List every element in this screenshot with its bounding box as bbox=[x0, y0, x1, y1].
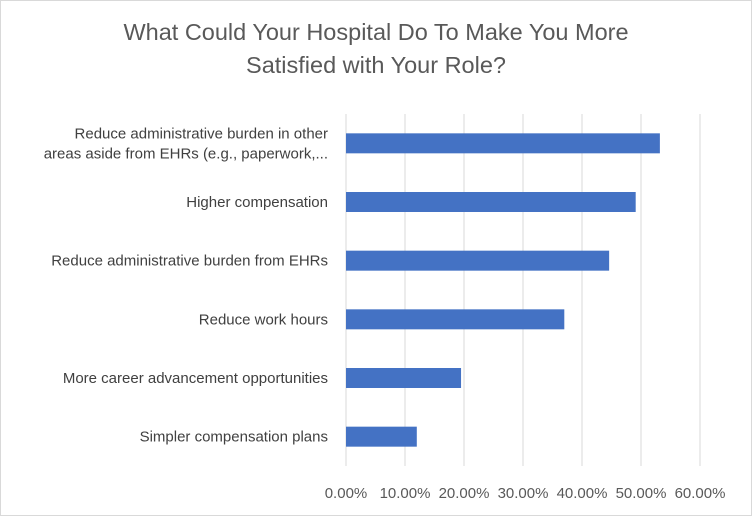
x-tick-label: 50.00% bbox=[616, 485, 667, 502]
category-label: Reduce administrative burden from EHRs bbox=[51, 253, 328, 270]
bar bbox=[346, 250, 610, 271]
category-label-line: Reduce work hours bbox=[199, 311, 328, 328]
category-label: Simpler compensation plans bbox=[140, 429, 328, 446]
chart-title-line-2: Satisfied with Your Role? bbox=[246, 52, 506, 78]
category-label-line: Higher compensation bbox=[186, 194, 328, 211]
category-label: Reduce administrative burden in other are… bbox=[44, 125, 328, 162]
category-label-line: More career advancement opportunities bbox=[63, 370, 328, 387]
category-label: More career advancement opportunities bbox=[63, 370, 328, 387]
category-label-line: Reduce administrative burden in other bbox=[75, 125, 328, 142]
x-tick-label: 60.00% bbox=[675, 485, 726, 502]
x-tick-labels: 0.00% 10.00% 20.00% 30.00% 40.00% 50.00% 60.00… bbox=[325, 485, 726, 502]
bar bbox=[346, 309, 565, 330]
category-label: Higher compensation bbox=[186, 194, 328, 211]
x-tick-label: 40.00% bbox=[557, 485, 608, 502]
bar bbox=[346, 426, 417, 447]
x-tick-label: 30.00% bbox=[498, 485, 549, 502]
x-tick-label: 10.00% bbox=[380, 485, 431, 502]
category-label-line: areas aside from EHRs (e.g., paperwork,.… bbox=[44, 145, 328, 162]
category-label-line: Simpler compensation plans bbox=[140, 429, 328, 446]
category-labels: Reduce administrative burden in other are… bbox=[44, 125, 328, 445]
chart-title-line-1: What Could Your Hospital Do To Make You … bbox=[123, 19, 629, 45]
x-tick-label: 0.00% bbox=[325, 485, 368, 502]
category-label-line: Reduce administrative burden from EHRs bbox=[51, 253, 328, 270]
chart-title: What Could Your Hospital Do To Make You … bbox=[0, 16, 752, 82]
bar bbox=[346, 368, 462, 388]
gridlines bbox=[345, 114, 701, 466]
bar bbox=[346, 192, 636, 212]
category-label: Reduce work hours bbox=[199, 311, 328, 328]
bars bbox=[346, 133, 660, 447]
bar bbox=[346, 133, 660, 154]
x-tick-label: 20.00% bbox=[439, 485, 490, 502]
